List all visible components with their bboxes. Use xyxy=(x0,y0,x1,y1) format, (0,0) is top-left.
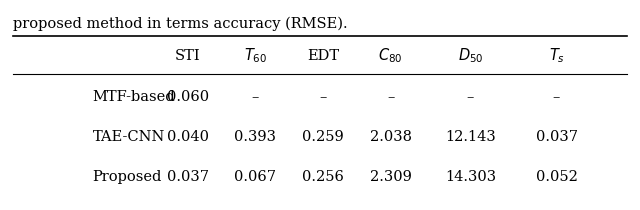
Text: –: – xyxy=(387,91,394,104)
Text: proposed method in terms accuracy (RMSE).: proposed method in terms accuracy (RMSE)… xyxy=(13,16,348,31)
Text: 2.038: 2.038 xyxy=(370,130,412,144)
Text: –: – xyxy=(319,91,327,104)
Text: –: – xyxy=(553,91,560,104)
Text: 0.060: 0.060 xyxy=(167,91,209,104)
Text: MTF-based: MTF-based xyxy=(93,91,175,104)
Text: 0.052: 0.052 xyxy=(536,170,577,184)
Text: TAE-CNN: TAE-CNN xyxy=(93,130,165,144)
Text: $C_{80}$: $C_{80}$ xyxy=(378,46,403,65)
Text: STI: STI xyxy=(175,49,201,63)
Text: 0.259: 0.259 xyxy=(302,130,344,144)
Text: 14.303: 14.303 xyxy=(445,170,496,184)
Text: 12.143: 12.143 xyxy=(445,130,496,144)
Text: $T_s$: $T_s$ xyxy=(548,46,564,65)
Text: 2.309: 2.309 xyxy=(370,170,412,184)
Text: 0.393: 0.393 xyxy=(234,130,276,144)
Text: 0.040: 0.040 xyxy=(167,130,209,144)
Text: 0.067: 0.067 xyxy=(234,170,276,184)
Text: –: – xyxy=(467,91,474,104)
Text: 0.037: 0.037 xyxy=(536,130,577,144)
Text: $T_{60}$: $T_{60}$ xyxy=(244,46,267,65)
Text: EDT: EDT xyxy=(307,49,339,63)
Text: –: – xyxy=(252,91,259,104)
Text: 0.037: 0.037 xyxy=(167,170,209,184)
Text: 0.256: 0.256 xyxy=(302,170,344,184)
Text: Proposed: Proposed xyxy=(93,170,162,184)
Text: $D_{50}$: $D_{50}$ xyxy=(458,46,483,65)
